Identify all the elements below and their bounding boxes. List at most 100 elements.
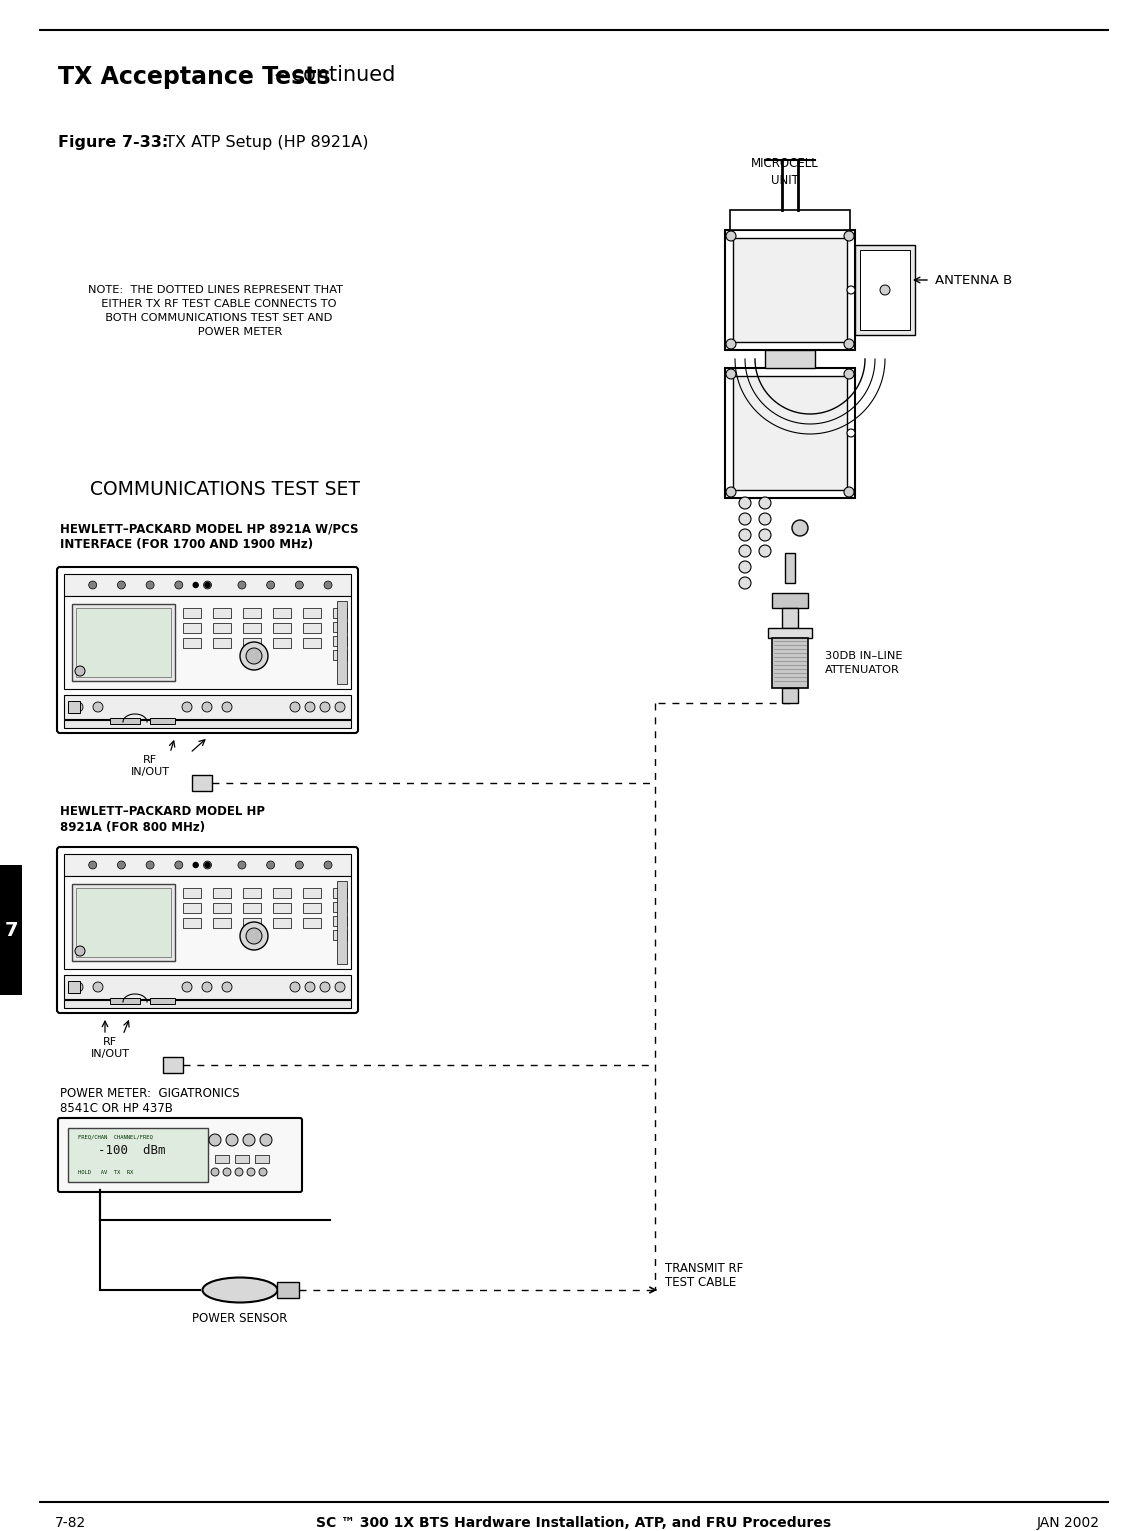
- Circle shape: [222, 981, 232, 992]
- Circle shape: [240, 641, 267, 671]
- Bar: [163, 1056, 183, 1073]
- Bar: [333, 622, 347, 632]
- Text: -100  dBm: -100 dBm: [98, 1145, 165, 1157]
- Bar: [333, 916, 347, 926]
- FancyBboxPatch shape: [59, 1118, 302, 1193]
- Bar: [860, 250, 910, 331]
- Bar: [183, 608, 201, 619]
- Circle shape: [847, 286, 855, 294]
- Text: 8921A (FOR 800 MHz): 8921A (FOR 800 MHz): [60, 821, 205, 834]
- Circle shape: [247, 1168, 255, 1176]
- Circle shape: [117, 860, 125, 870]
- Text: TX ATP Setup (HP 8921A): TX ATP Setup (HP 8921A): [160, 135, 369, 150]
- Circle shape: [93, 703, 103, 712]
- Circle shape: [324, 860, 332, 870]
- Circle shape: [240, 922, 267, 951]
- Bar: [771, 592, 808, 608]
- Bar: [273, 623, 290, 632]
- Bar: [726, 367, 855, 498]
- Circle shape: [739, 560, 751, 573]
- Bar: [333, 651, 347, 660]
- Circle shape: [235, 1168, 243, 1176]
- Bar: [333, 902, 347, 912]
- Ellipse shape: [202, 1277, 278, 1303]
- Text: HEWLETT–PACKARD MODEL HP: HEWLETT–PACKARD MODEL HP: [60, 805, 265, 818]
- Bar: [273, 919, 290, 928]
- Text: TRANSMIT RF: TRANSMIT RF: [665, 1262, 743, 1275]
- Bar: [235, 1154, 249, 1164]
- Bar: [771, 638, 808, 687]
- Bar: [183, 638, 201, 648]
- Bar: [243, 903, 261, 912]
- Circle shape: [73, 981, 83, 992]
- Circle shape: [844, 487, 854, 498]
- Bar: [765, 351, 815, 367]
- Circle shape: [243, 1134, 255, 1147]
- Circle shape: [259, 1168, 267, 1176]
- Circle shape: [295, 860, 303, 870]
- Bar: [215, 1154, 228, 1164]
- Bar: [64, 854, 351, 876]
- Bar: [273, 888, 290, 899]
- Bar: [338, 880, 347, 965]
- Bar: [183, 623, 201, 632]
- Circle shape: [238, 860, 246, 870]
- Text: 7-82: 7-82: [55, 1516, 86, 1529]
- Text: MICROCELL: MICROCELL: [751, 158, 819, 170]
- Circle shape: [226, 1134, 238, 1147]
- Circle shape: [183, 703, 192, 712]
- Bar: [273, 638, 290, 648]
- Circle shape: [203, 860, 211, 870]
- Text: COMMUNICATIONS TEST SET: COMMUNICATIONS TEST SET: [90, 481, 360, 499]
- Text: RF
IN/OUT: RF IN/OUT: [131, 755, 170, 776]
- Circle shape: [75, 666, 85, 677]
- Circle shape: [726, 231, 736, 240]
- Text: SC ™ 300 1X BTS Hardware Installation, ATP, and FRU Procedures: SC ™ 300 1X BTS Hardware Installation, A…: [317, 1516, 831, 1529]
- Circle shape: [174, 860, 183, 870]
- Bar: [303, 903, 321, 912]
- Circle shape: [238, 580, 246, 589]
- Circle shape: [726, 487, 736, 498]
- Circle shape: [223, 1168, 231, 1176]
- Circle shape: [290, 981, 300, 992]
- Circle shape: [88, 860, 96, 870]
- Circle shape: [202, 703, 212, 712]
- Circle shape: [73, 703, 83, 712]
- Circle shape: [844, 338, 854, 349]
- Circle shape: [739, 545, 751, 557]
- Bar: [855, 245, 915, 335]
- Bar: [150, 718, 174, 724]
- Bar: [76, 888, 171, 957]
- Bar: [734, 237, 847, 341]
- Circle shape: [174, 580, 183, 589]
- Bar: [243, 888, 261, 899]
- Text: Figure 7-33:: Figure 7-33:: [59, 135, 169, 150]
- Bar: [0, 865, 22, 995]
- Circle shape: [335, 981, 346, 992]
- Circle shape: [324, 580, 332, 589]
- Bar: [303, 608, 321, 619]
- Bar: [68, 1128, 208, 1182]
- Bar: [333, 608, 347, 619]
- Circle shape: [266, 580, 274, 589]
- Circle shape: [290, 703, 300, 712]
- Text: HEWLETT–PACKARD MODEL HP 8921A W/PCS: HEWLETT–PACKARD MODEL HP 8921A W/PCS: [60, 522, 358, 534]
- Bar: [214, 623, 231, 632]
- Bar: [782, 687, 798, 703]
- Circle shape: [320, 981, 329, 992]
- Text: UNIT: UNIT: [771, 175, 799, 187]
- Circle shape: [844, 369, 854, 380]
- Bar: [214, 608, 231, 619]
- Text: INTERFACE (FOR 1700 AND 1900 MHz): INTERFACE (FOR 1700 AND 1900 MHz): [60, 537, 313, 551]
- Bar: [303, 888, 321, 899]
- Circle shape: [305, 981, 315, 992]
- Bar: [243, 638, 261, 648]
- Circle shape: [75, 946, 85, 955]
- Bar: [110, 998, 140, 1004]
- Bar: [183, 903, 201, 912]
- Bar: [303, 638, 321, 648]
- Circle shape: [739, 530, 751, 540]
- Bar: [277, 1281, 298, 1298]
- Circle shape: [335, 703, 346, 712]
- Circle shape: [202, 981, 212, 992]
